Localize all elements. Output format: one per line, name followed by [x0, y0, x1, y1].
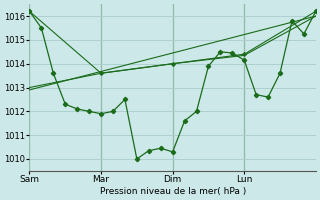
X-axis label: Pression niveau de la mer( hPa ): Pression niveau de la mer( hPa ) [100, 187, 246, 196]
